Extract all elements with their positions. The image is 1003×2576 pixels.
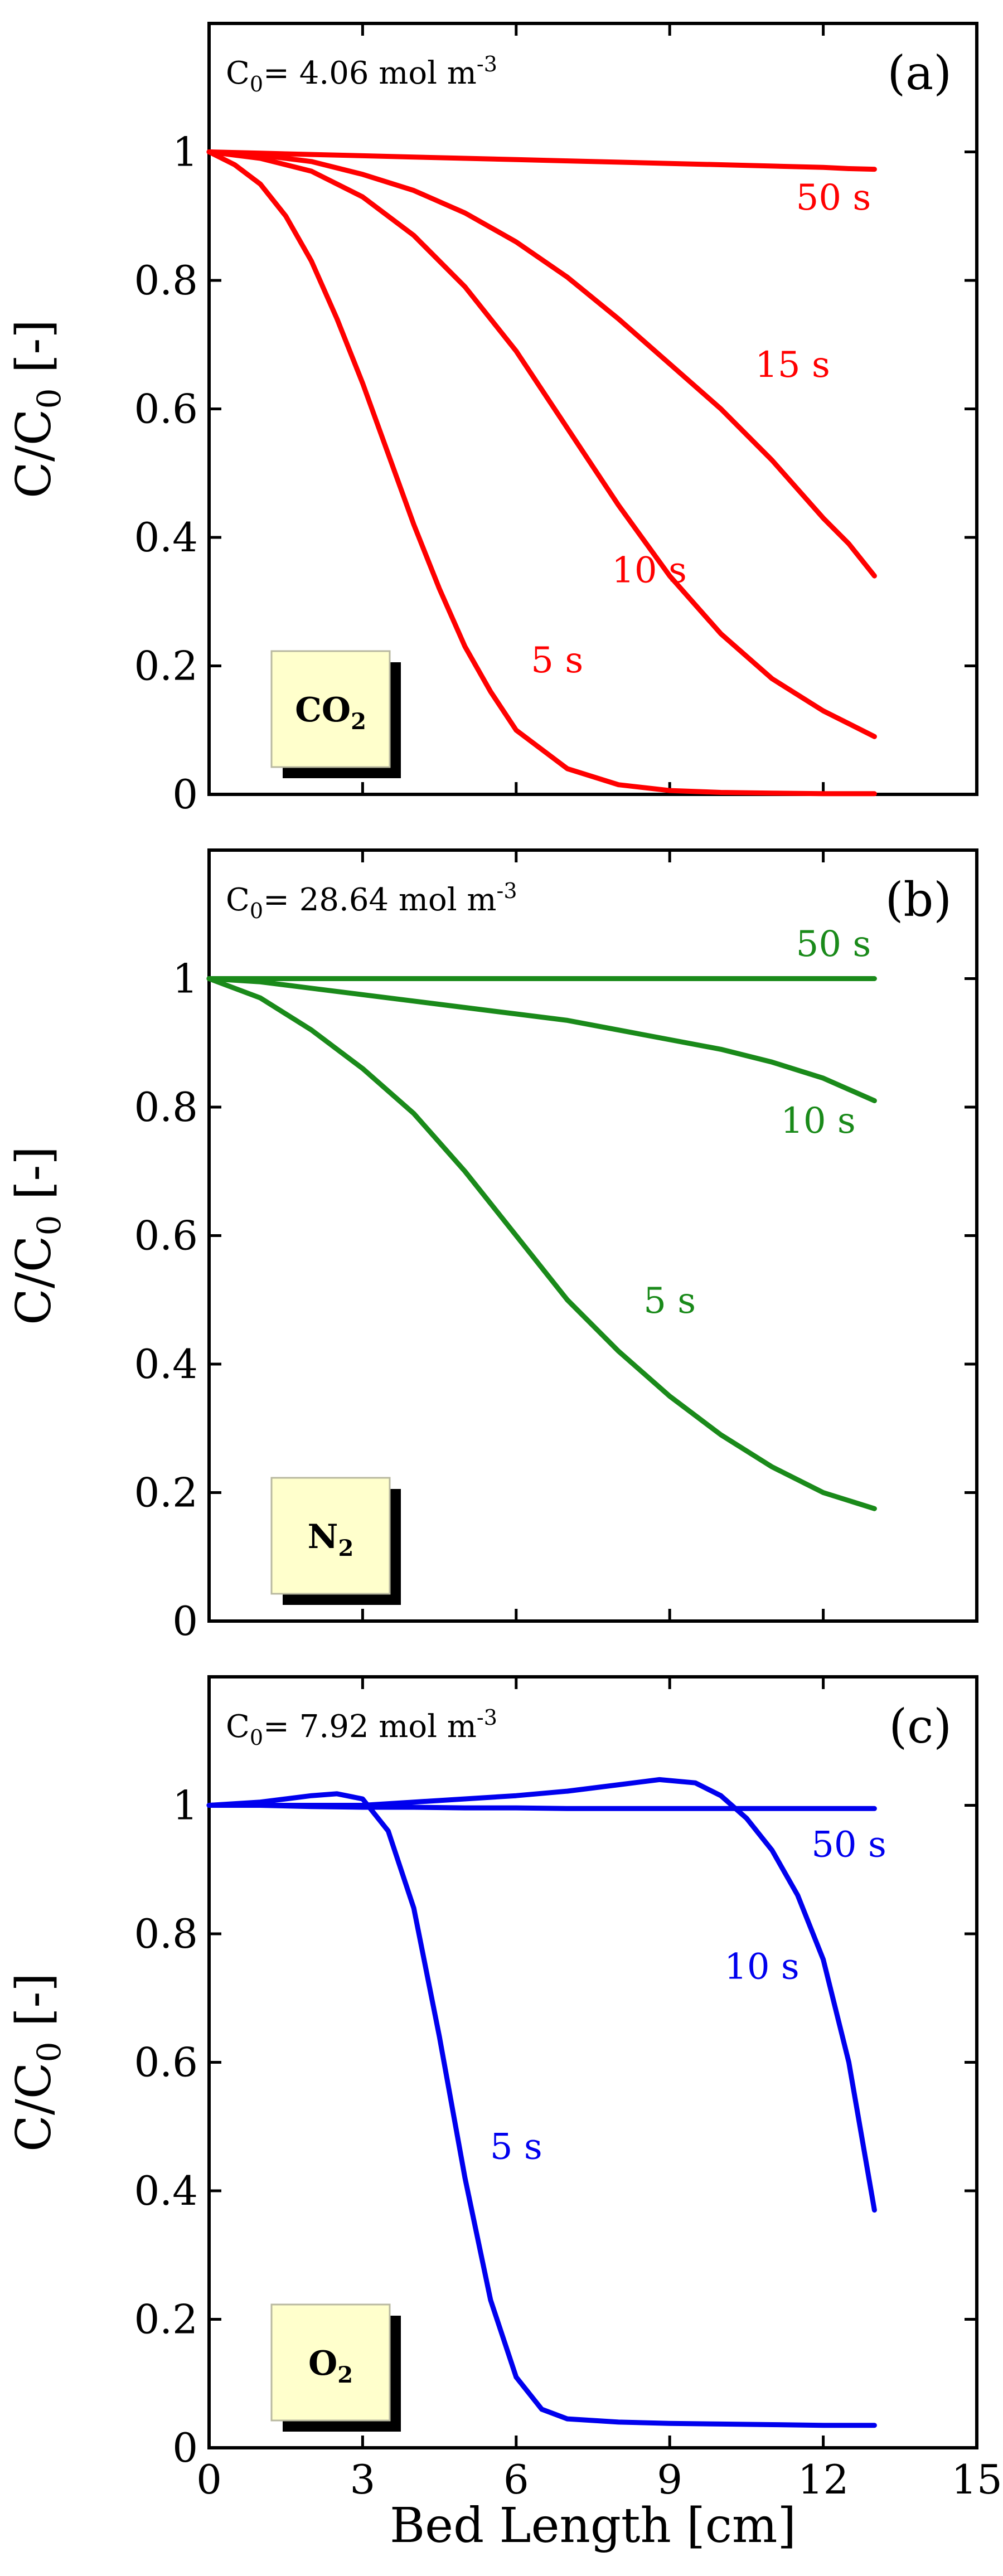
y-tick-label: 0 (172, 2424, 198, 2471)
curve-label-5s: 5 s (531, 640, 583, 681)
curve-label-10s: 10 s (781, 1100, 856, 1142)
x-tick-label: 9 (657, 2456, 682, 2503)
panel-letter: (b) (885, 872, 952, 927)
concentration-label: C0= 4.06 mol m-3 (226, 52, 497, 96)
y-axis-title-main: C/C (6, 1235, 62, 1325)
x-tick-label: 0 (196, 2456, 222, 2503)
y-tick-label: 0.2 (134, 643, 198, 690)
y-axis-title: C/C0 [-] (6, 319, 68, 498)
panel-letter: (a) (887, 46, 952, 100)
concentration-superscript: -3 (497, 879, 517, 903)
y-axis-title: C/C0 [-] (6, 1146, 68, 1325)
curve-label-10s: 10 s (724, 1947, 800, 1988)
y-tick-label: 0.4 (134, 514, 198, 561)
y-axis-title-unit: [-] (6, 319, 62, 389)
y-tick-label: 0 (172, 771, 198, 818)
curve-label-5s: 5 s (490, 2126, 542, 2167)
species-box (270, 650, 391, 768)
y-axis-title-subscript: 0 (30, 389, 68, 409)
y-tick-label: 0.8 (134, 257, 198, 304)
concentration-value: = 4.06 mol m (263, 55, 477, 91)
concentration-subscript: 0 (250, 1725, 263, 1750)
y-tick-label: 0.6 (134, 386, 198, 433)
concentration-superscript: -3 (477, 52, 497, 76)
x-axis-title: Bed Length [cm] (390, 2498, 796, 2554)
species-label-main: CO (295, 691, 351, 730)
species-label: CO2 (295, 691, 366, 735)
species-label-main: N (308, 1517, 338, 1556)
curve-label-50s: 50 s (796, 177, 871, 219)
concentration-symbol: C (226, 882, 250, 918)
concentration-label: C0= 7.92 mol m-3 (226, 1705, 497, 1750)
curve-label-10s: 10 s (612, 550, 687, 591)
y-tick-label: 1 (172, 955, 198, 1002)
series-line-10s (206, 976, 877, 1103)
series-line-10s (206, 149, 877, 739)
y-tick-label: 0.2 (134, 2296, 198, 2343)
y-axis-title-subscript: 0 (30, 1215, 68, 1236)
series-line-5s (206, 149, 877, 797)
concentration-label: C0= 28.64 mol m-3 (226, 879, 517, 923)
y-tick-label: 0.6 (134, 2039, 198, 2086)
x-tick-label: 15 (951, 2456, 1002, 2503)
curve-label-50s: 50 s (796, 924, 871, 965)
concentration-value: = 7.92 mol m (263, 1709, 477, 1745)
species-box (270, 1477, 391, 1595)
x-tick-label: 3 (350, 2456, 375, 2503)
panel-2: 00.20.40.60.81C/C0 [-]C0= 28.64 mol m-3(… (6, 848, 978, 1644)
concentration-value: = 28.64 mol m (263, 882, 496, 918)
concentration-symbol: C (226, 1709, 250, 1745)
y-tick-label: 0.4 (134, 1341, 198, 1388)
species-box (270, 2303, 391, 2422)
curve-label-50s: 50 s (811, 1825, 886, 1866)
species-label-subscript: 2 (351, 709, 366, 735)
concentration-subscript: 0 (250, 899, 263, 923)
y-tick-label: 0.8 (134, 1084, 198, 1131)
species-label-subscript: 2 (338, 1535, 354, 1561)
series-line-5s (206, 1791, 877, 2428)
y-tick-label: 1 (172, 129, 198, 176)
x-tick-label: 6 (503, 2456, 529, 2503)
species-label: O2 (308, 2344, 353, 2388)
y-tick-label: 0.2 (134, 1469, 198, 1516)
y-tick-label: 0.4 (134, 2167, 198, 2214)
series-line-5s (206, 976, 877, 1511)
concentration-subscript: 0 (250, 72, 263, 96)
y-axis-title-unit: [-] (6, 1973, 62, 2042)
curve-label-15s: 15 s (755, 345, 830, 386)
y-axis-title-subscript: 0 (30, 2042, 68, 2063)
y-tick-label: 0.8 (134, 1910, 198, 1957)
y-axis-title-unit: [-] (6, 1146, 62, 1215)
series-line-50s (206, 149, 877, 172)
x-tick-label: 12 (798, 2456, 849, 2503)
y-tick-label: 1 (172, 1782, 198, 1829)
concentration-symbol: C (226, 55, 250, 91)
species-label: N2 (308, 1517, 354, 1561)
species-label-main: O (308, 2344, 337, 2383)
y-axis-title: C/C0 [-] (6, 1973, 68, 2152)
y-tick-label: 0.6 (134, 1212, 198, 1259)
concentration-superscript: -3 (477, 1705, 497, 1730)
y-axis-title-main: C/C (6, 409, 62, 498)
series-line-15s (206, 149, 877, 579)
y-tick-label: 0 (172, 1598, 198, 1644)
y-axis-title-main: C/C (6, 2062, 62, 2152)
panel-1: 00.20.40.60.81C/C0 [-]C0= 4.06 mol m-3 (a… (6, 22, 978, 818)
curve-label-5s: 5 s (643, 1280, 696, 1322)
panel-letter: (c) (889, 1699, 952, 1754)
series-line-10s (206, 1777, 877, 2213)
species-label-subscript: 2 (337, 2362, 353, 2388)
